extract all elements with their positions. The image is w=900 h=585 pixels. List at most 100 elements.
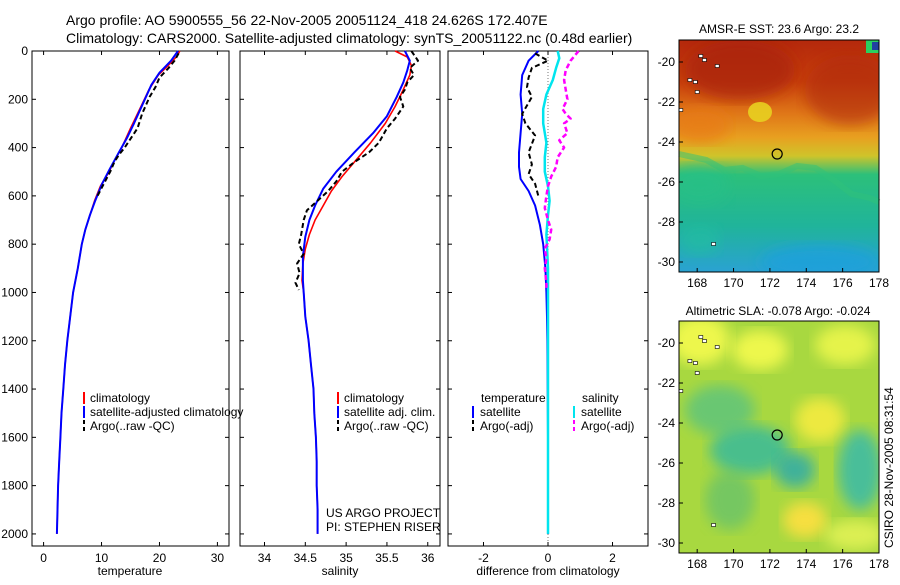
sla-island bbox=[698, 335, 704, 339]
difference-lines bbox=[518, 50, 580, 534]
sla-xtick-label: 170 bbox=[724, 557, 744, 571]
salinity-profile-panel: 34 34.5 35 35.5 36 salinity climatology sate… bbox=[239, 50, 441, 578]
temperature-ytick-label: 2000 bbox=[1, 527, 28, 541]
sla-map-overlay bbox=[678, 335, 783, 527]
sla-ytick-label: -20 bbox=[658, 336, 676, 350]
temperature-ytick-label: 1600 bbox=[1, 430, 28, 444]
temperature-ytick-label: 1000 bbox=[1, 285, 28, 299]
temperature-lines bbox=[55, 50, 181, 534]
temperature-legend-argo: Argo(..raw -QC) bbox=[90, 419, 175, 433]
sla-island bbox=[711, 523, 716, 527]
difference-legend-temp-argo: Argo(-adj) bbox=[480, 419, 533, 433]
difference-legend-temp-satellite: satellite bbox=[480, 405, 521, 419]
sla-ytick-label: -30 bbox=[658, 536, 676, 550]
sst-xtick-label: 176 bbox=[833, 276, 853, 290]
temperature-xtick-label: 10 bbox=[95, 551, 109, 565]
difference-series-temperature-argo-adj bbox=[521, 52, 549, 197]
temperature-series-satellite-adjusted-climatology bbox=[55, 50, 179, 534]
temperature-legend-climatology: climatology bbox=[90, 391, 150, 405]
sst-xtick-label: 168 bbox=[687, 276, 707, 290]
sst-xtick-label: 178 bbox=[869, 276, 889, 290]
difference-legend: temperature salinity satellite Argo(-adj… bbox=[472, 391, 634, 433]
temperature-axes-frame bbox=[31, 50, 230, 547]
sst-xtick-label: 170 bbox=[724, 276, 744, 290]
difference-xtick-label: 2 bbox=[609, 551, 616, 565]
difference-legend-temperature-header: temperature bbox=[481, 391, 546, 405]
salinity-series-argo-raw-qc bbox=[294, 50, 419, 291]
figure-title-line2: Climatology: CARS2000. Satellite-adjuste… bbox=[66, 30, 632, 46]
temperature-ytick-label: 0 bbox=[21, 44, 28, 58]
project-credit: US ARGO PROJECT bbox=[326, 506, 441, 520]
temperature-ticks: 0 10 20 30 0 200 400 600 800 1000 1200 1400 1600 1800… bbox=[1, 44, 229, 565]
sst-map-ticks: 168 170 172 174 176 178 -20 -22 -24 -26 -28 -30 bbox=[658, 55, 890, 290]
sst-island bbox=[687, 78, 693, 82]
salinity-legend-climatology: climatology bbox=[344, 391, 404, 405]
temperature-legend-satellite: satellite-adjusted climatology bbox=[90, 405, 243, 419]
sst-ytick-label: -20 bbox=[658, 55, 676, 69]
salinity-xtick-label: 34.5 bbox=[294, 551, 318, 565]
salinity-legend-argo: Argo(..raw -QC) bbox=[344, 419, 429, 433]
sst-island bbox=[694, 90, 700, 94]
sla-island bbox=[702, 339, 707, 343]
salinity-series-climatology bbox=[301, 50, 413, 534]
sla-xtick-label: 176 bbox=[833, 557, 853, 571]
sst-island bbox=[693, 80, 698, 84]
temperature-ytick-label: 1800 bbox=[1, 479, 28, 493]
salinity-axes-frame bbox=[239, 50, 441, 547]
temperature-xtick-label: 0 bbox=[40, 551, 47, 565]
temperature-series-argo-raw-qc bbox=[96, 52, 180, 197]
sla-map-ticks: 168 170 172 174 176 178 -20 -22 -24 -26 -28 -30 bbox=[658, 336, 890, 571]
sst-island bbox=[702, 58, 707, 62]
salinity-xtick-label: 35 bbox=[339, 551, 353, 565]
sst-front-contour bbox=[678, 151, 881, 205]
figure-title-line1: Argo profile: AO 5900555_56 22-Nov-2005 … bbox=[66, 12, 548, 28]
temperature-profile-panel: 0 10 20 30 0 200 400 600 800 1000 1200 1400 1600 1800… bbox=[1, 44, 243, 578]
sst-island bbox=[698, 54, 704, 58]
sla-island bbox=[714, 345, 720, 349]
temperature-ytick-label: 1200 bbox=[1, 334, 28, 348]
temperature-xtick-label: 20 bbox=[153, 551, 167, 565]
difference-series-salinity-argo-adj bbox=[543, 50, 580, 290]
sla-xtick-label: 178 bbox=[869, 557, 889, 571]
temperature-xtick-label: 30 bbox=[211, 551, 225, 565]
salinity-series-satellite-adj-clim bbox=[301, 50, 411, 534]
sst-map-overlay bbox=[678, 54, 881, 246]
sst-map-title: AMSR-E SST: 23.6 Argo: 23.2 bbox=[699, 22, 859, 36]
salinity-legend-satellite: satellite adj. clim. bbox=[344, 405, 435, 419]
sst-island bbox=[714, 64, 720, 68]
sst-map-frame bbox=[678, 39, 880, 273]
difference-xtick-label: -2 bbox=[478, 551, 489, 565]
temperature-series-climatology bbox=[56, 50, 181, 534]
temperature-ytick-label: 600 bbox=[8, 189, 28, 203]
temperature-xlabel: temperature bbox=[98, 564, 163, 578]
salinity-xtick-label: 36 bbox=[421, 551, 435, 565]
salinity-lines bbox=[294, 50, 419, 534]
difference-legend-sal-argo: Argo(-adj) bbox=[581, 419, 634, 433]
difference-legend-sal-satellite: satellite bbox=[581, 405, 622, 419]
sst-xtick-label: 174 bbox=[796, 276, 816, 290]
sla-map-frame bbox=[678, 320, 880, 554]
difference-profile-panel: -2 0 2 difference from climatology tempera… bbox=[447, 50, 649, 578]
sst-ytick-label: -24 bbox=[658, 135, 676, 149]
sst-ytick-label: -26 bbox=[658, 175, 676, 189]
sst-map-panel: AMSR-E SST: 23.6 Argo: 23.2 168 170 172 174… bbox=[658, 22, 890, 290]
salinity-xtick-label: 35.5 bbox=[375, 551, 399, 565]
salinity-ticks: 34 34.5 35 35.5 36 bbox=[240, 50, 440, 565]
sst-ytick-label: -30 bbox=[658, 255, 676, 269]
sla-island bbox=[687, 359, 693, 363]
temperature-legend: climatology satellite-adjusted climatolo… bbox=[83, 391, 243, 433]
sla-ytick-label: -24 bbox=[658, 416, 676, 430]
difference-legend-salinity-header: salinity bbox=[582, 391, 619, 405]
sla-ytick-label: -22 bbox=[658, 376, 676, 390]
salinity-legend: climatology satellite adj. clim. Argo(..… bbox=[337, 391, 435, 433]
sla-argo-location-marker bbox=[771, 429, 783, 441]
sla-heatmap bbox=[679, 321, 879, 553]
sst-xtick-label: 172 bbox=[760, 276, 780, 290]
sst-ytick-label: -22 bbox=[658, 95, 676, 109]
difference-xtick-label: 0 bbox=[545, 551, 552, 565]
sla-island bbox=[693, 361, 698, 365]
sst-argo-location-marker bbox=[771, 148, 783, 160]
salinity-xtick-label: 34 bbox=[258, 551, 272, 565]
difference-ticks: -2 0 2 bbox=[448, 50, 648, 565]
sla-ytick-label: -28 bbox=[658, 496, 676, 510]
